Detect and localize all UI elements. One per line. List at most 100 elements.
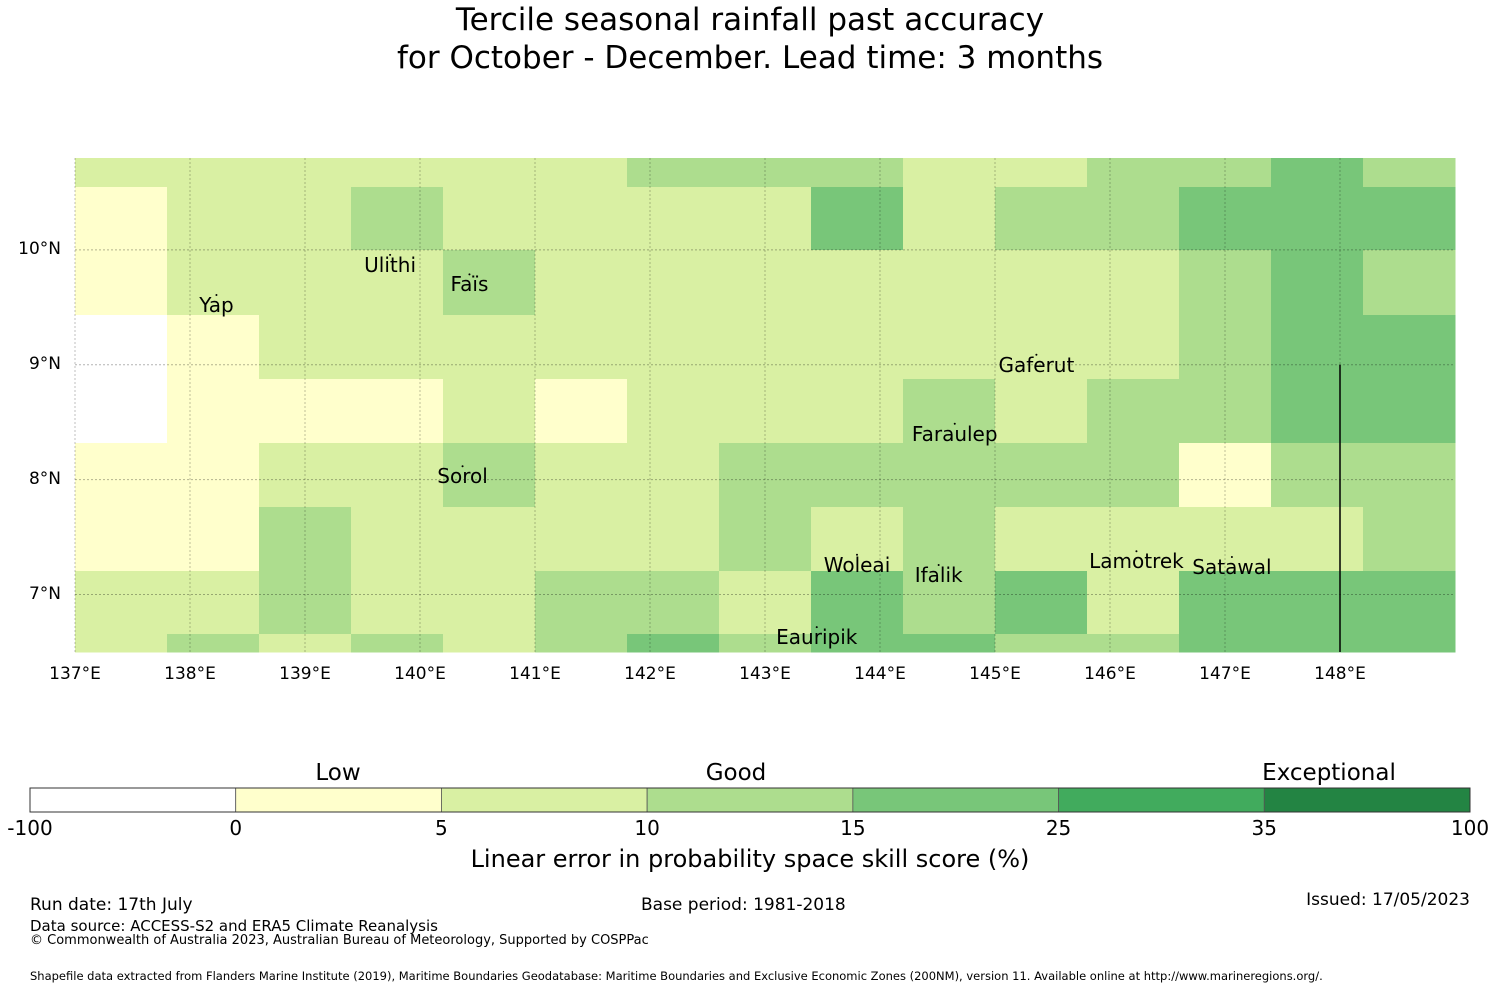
- grid-cell: [1363, 507, 1456, 572]
- grid-cell: [1271, 379, 1364, 444]
- grid-cell: [167, 379, 260, 444]
- grid-cell: [167, 315, 260, 380]
- grid-cell: [535, 158, 628, 188]
- grid-cell: [167, 443, 260, 508]
- grid-cell: [1179, 634, 1272, 653]
- grid-cell: [535, 187, 628, 251]
- grid-cell: [443, 634, 536, 653]
- colorbar-tick-label: 10: [634, 816, 660, 840]
- longitude-tick-label: 139°E: [279, 664, 331, 684]
- grid-cell: [535, 443, 628, 508]
- grid-cell: [719, 187, 812, 251]
- longitude-tick-label: 138°E: [164, 664, 216, 684]
- colorbar-segment: [29, 787, 237, 813]
- colorbar-category-good: Good: [705, 760, 767, 786]
- grid-cell: [995, 634, 1088, 653]
- grid-cell: [811, 187, 904, 251]
- colorbar-segment: [441, 787, 648, 813]
- grid-cell: [1363, 571, 1456, 635]
- place-label: Yap: [199, 293, 234, 318]
- longitude-tick-label: 142°E: [624, 664, 676, 684]
- grid-cell: [351, 634, 444, 653]
- longitude-tick-label: 143°E: [739, 664, 791, 684]
- latitude-tick-label: 9°N: [28, 353, 61, 374]
- grid-cell: [903, 379, 996, 444]
- island-marker: [1230, 555, 1233, 558]
- place-label: Woleai: [823, 552, 891, 577]
- grid-cell: [903, 634, 996, 653]
- grid-cell: [259, 250, 352, 316]
- grid-cell: [75, 379, 168, 444]
- island-marker: [215, 294, 218, 297]
- grid-cell: [1363, 634, 1456, 653]
- colorbar-tick-label: -100: [7, 816, 53, 840]
- grid-cell: [995, 250, 1088, 316]
- grid-cell: [1087, 634, 1180, 653]
- grid-cell: [535, 379, 628, 444]
- grid-cell: [351, 187, 444, 251]
- grid-cell: [535, 507, 628, 572]
- grid-cell: [351, 443, 444, 508]
- island-marker: [937, 564, 940, 567]
- grid-cell: [259, 507, 352, 572]
- latitude-tick-label: 7°N: [28, 583, 61, 604]
- grid-cell: [627, 187, 720, 251]
- colorbar-tick-label: 25: [1045, 816, 1072, 840]
- grid-cell: [259, 315, 352, 380]
- grid-cell: [719, 250, 812, 316]
- island-marker: [1035, 353, 1038, 356]
- grid-cell: [1087, 571, 1180, 635]
- data-source: Data source: ACCESS-S2 and ERA5 Climate …: [30, 917, 438, 935]
- grid-cell: [1271, 158, 1364, 188]
- grid-cell: [167, 250, 260, 316]
- colorbar-tick-label: 0: [229, 816, 243, 840]
- colorbar-category-exceptional: Exceptional: [1262, 760, 1396, 786]
- grid-cell: [167, 571, 260, 635]
- colorbar-tick-label: 15: [840, 816, 866, 840]
- island-marker: [856, 553, 858, 556]
- grid-cell: [443, 379, 536, 444]
- island-markers: [215, 253, 1233, 629]
- grid-cell: [627, 315, 720, 380]
- place-label: Eauripik: [776, 625, 858, 650]
- grid-cell: [535, 571, 628, 635]
- grid-cell: [351, 379, 444, 444]
- longitude-tick-label: 144°E: [854, 664, 906, 684]
- colorbar-category-low: Low: [315, 760, 361, 786]
- grid-cell: [75, 158, 168, 188]
- grid-cell: [75, 634, 168, 653]
- colorbar-segment: [1263, 787, 1471, 813]
- grid-cell: [719, 507, 812, 572]
- grid-cell: [1087, 507, 1180, 572]
- island-marker: [815, 626, 818, 629]
- graticule: [74, 158, 1455, 652]
- longitude-tick-label: 148°E: [1314, 664, 1366, 684]
- island-marker: [1135, 550, 1138, 553]
- grid-cell: [259, 187, 352, 251]
- grid-cell: [1271, 250, 1364, 316]
- grid-cell: [719, 315, 812, 380]
- grid-cell: [811, 507, 904, 572]
- grid-cell: [167, 158, 260, 188]
- grid-cell: [259, 379, 352, 444]
- colorbar-label: Linear error in probability space skill …: [470, 845, 1030, 873]
- grid-cell: [167, 187, 260, 251]
- colorbar: [29, 787, 1471, 813]
- grid-cell: [1271, 187, 1364, 251]
- colorbar-segment: [646, 787, 854, 813]
- grid-cell: [811, 634, 904, 653]
- grid-cell: [811, 379, 904, 444]
- grid-cell: [811, 315, 904, 380]
- place-label: Sorol: [437, 464, 488, 489]
- place-label: Satawal: [1192, 554, 1272, 579]
- grid-cell: [903, 187, 996, 251]
- grid-cell: [903, 158, 996, 188]
- grid-cell: [1363, 187, 1456, 251]
- longitude-tick-label: 140°E: [394, 664, 446, 684]
- grid-cell: [443, 443, 536, 508]
- grid-cell: [719, 158, 812, 188]
- colorbar-segment: [1058, 787, 1265, 813]
- grid-cell: [535, 634, 628, 653]
- copyright: © Commonwealth of Australia 2023, Austra…: [30, 933, 649, 948]
